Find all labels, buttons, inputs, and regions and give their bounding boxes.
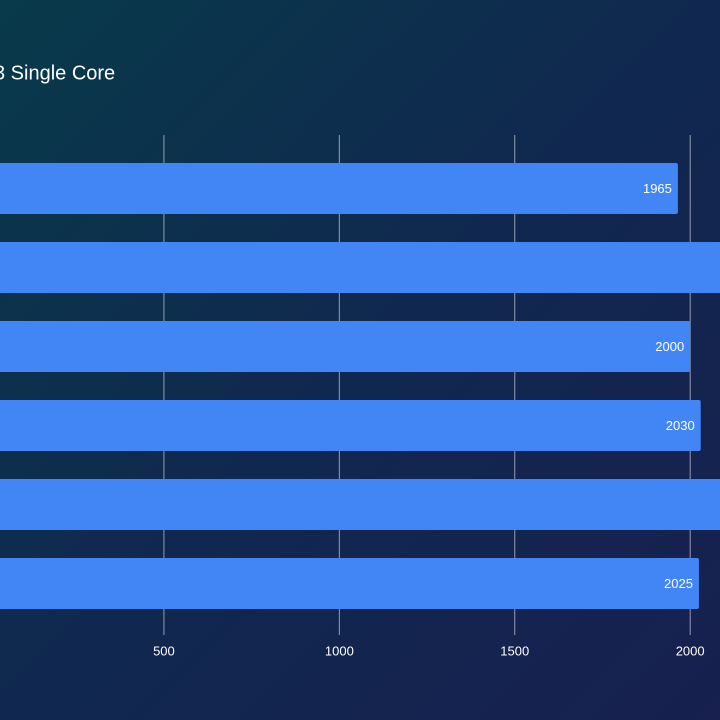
x-tick-label: 500 [153, 643, 175, 658]
value-label: 2025 [664, 576, 693, 591]
x-tick-label: 1000 [325, 643, 354, 658]
value-label: 2000 [655, 339, 684, 354]
value-label: 2030 [666, 418, 695, 433]
bar [0, 400, 701, 451]
bar [0, 163, 678, 214]
bar [0, 321, 691, 372]
bar [0, 242, 720, 293]
chart-title: 3 Single Core [0, 62, 115, 84]
bar [0, 479, 720, 530]
x-tick-label: 1500 [500, 643, 529, 658]
value-label: 1965 [643, 181, 672, 196]
bar [0, 558, 699, 609]
x-tick-label: 2000 [676, 643, 705, 658]
